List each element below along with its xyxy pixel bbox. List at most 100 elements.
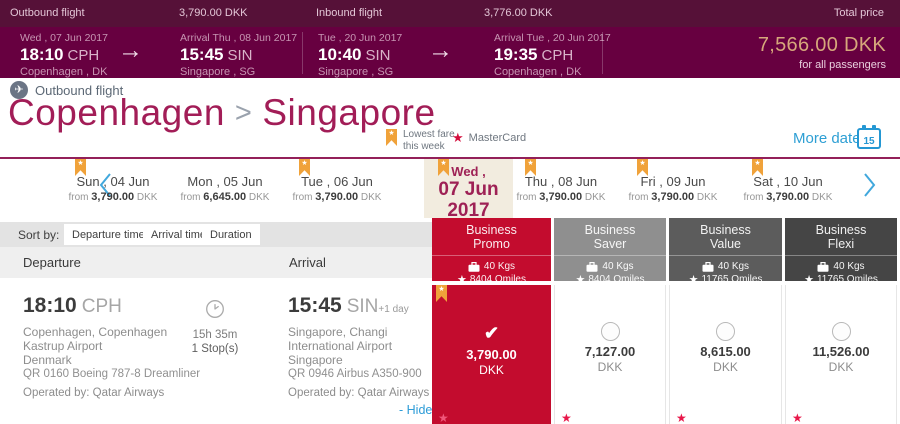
departure-column-header: Departure <box>23 255 81 270</box>
arrival-address-line: Singapore <box>288 353 343 367</box>
qmiles-amount: 8404 Qmiles <box>588 274 645 285</box>
date-tab-day: Sun , 04 Jun <box>76 174 150 189</box>
date-tab-sun-04-jun[interactable]: ★ Sun , 04 Jun from 3,790.00 DKK <box>63 159 163 218</box>
fare-cell-business-flexi[interactable]: 11,526.00 DKK ★ <box>785 285 897 424</box>
date-tab-price: 3,790.00 <box>315 191 359 203</box>
calendar-icon[interactable]: 15 <box>857 125 881 149</box>
section-label-text: Outbound flight <box>35 82 124 98</box>
date-tab-price: 6,645.00 <box>203 191 247 203</box>
arrow-right-icon: → <box>428 36 453 64</box>
lowest-fare-ribbon-icon: ★ <box>75 159 86 176</box>
baggage-icon <box>468 261 480 272</box>
outbound-plane-icon: ✈ <box>10 81 28 99</box>
legend-lowest-fare: ★ Lowest fare this week <box>386 129 455 153</box>
route-heading: Copenhagen > Singapore <box>8 92 436 134</box>
more-dates-link[interactable]: More dates <box>793 130 869 147</box>
qmiles-star-icon: ★ <box>688 274 699 286</box>
mastercard-label: MasterCard <box>468 132 527 144</box>
date-tab-date: 07 Jun 2017 <box>438 179 499 221</box>
outbound-flight-section-label: ✈ Outbound flight <box>10 81 123 99</box>
inbound-departure-summary: Tue , 20 Jun 2017 10:40 SIN Singapore , S… <box>318 32 403 78</box>
arrival-address-line: Singapore, Changi <box>288 325 388 339</box>
date-tab-thu-08-jun[interactable]: ★ Thu , 08 Jun from 3,790.00 DKK <box>513 159 609 218</box>
divider <box>602 32 603 74</box>
date-tab-day: Wed , <box>451 164 486 179</box>
date-tab-price: 3,790.00 <box>651 191 695 203</box>
arrival-airport-code: SIN <box>346 296 379 317</box>
total-price-note: for all passengers <box>799 59 886 71</box>
date-tab-day: Sat , 10 Jun <box>753 174 823 189</box>
fare-header-business-promo: Business Promo 40 Kgs ★ 8404 Qmiles <box>432 218 551 286</box>
sort-by-label: Sort by: <box>18 228 60 242</box>
total-price: 7,566.00 DKK for all passengers <box>758 34 886 71</box>
date-tab-day: Mon , 05 Jun <box>187 174 263 189</box>
prev-dates-chevron[interactable] <box>98 172 113 203</box>
fare-radio-button[interactable] <box>716 322 735 341</box>
fare-currency: DKK <box>828 360 854 374</box>
date-tab-mon-05-jun[interactable]: Mon , 05 Jun from 6,645.00 DKK <box>175 159 275 218</box>
next-dates-chevron[interactable] <box>862 172 877 203</box>
fare-cell-business-value[interactable]: 8,615.00 DKK ★ <box>669 285 782 424</box>
baggage-icon <box>817 261 829 272</box>
mastercard-fare-star-icon: ★ <box>438 411 449 424</box>
inbound-arrival-summary: Arrival Tue , 20 Jun 2017 19:35 CPH Copen… <box>494 32 611 78</box>
divider <box>302 32 303 74</box>
fare-price: 7,127.00 <box>584 344 636 359</box>
date-tab-day: Fri , 09 Jun <box>640 174 706 189</box>
calendar-day-number: 15 <box>863 136 875 147</box>
outbound-flight-label: Outbound flight <box>10 7 85 19</box>
fare-radio-button[interactable] <box>831 322 851 341</box>
baggage-allowance: 40 Kgs <box>483 261 516 272</box>
fare-cell-business-saver[interactable]: 7,127.00 DKK ★ <box>554 285 666 424</box>
date-tab-price: 3,790.00 <box>539 191 583 203</box>
baggage-allowance: 40 Kgs <box>602 261 634 272</box>
flight-departure-details: 18:10 CPH Copenhagen, Copenhagen Kastrup … <box>23 294 200 399</box>
flight-duration-info: 15h 35m 1 Stop(s) <box>181 299 249 355</box>
flight-summary-band: Wed , 07 Jun 2017 18:10 CPH Copenhagen , … <box>0 27 900 78</box>
qmiles-amount: 11765 Qmiles <box>701 274 763 285</box>
departure-time: 18:10 <box>23 294 77 317</box>
date-tab-tue-06-jun[interactable]: ★ Tue , 06 Jun from 3,790.00 DKK <box>287 159 387 218</box>
date-tab-wed-07-jun-selected[interactable]: ★ Wed , 07 Jun 2017 from 3,790.00 DKK <box>424 159 513 236</box>
fare-price: 8,615.00 <box>700 344 751 359</box>
date-tab-day: Tue , 06 Jun <box>301 174 373 189</box>
sort-arrival-time-button[interactable]: Arrival time <box>143 224 215 245</box>
mastercard-fare-star-icon: ★ <box>792 411 803 424</box>
baggage-allowance: 40 Kgs <box>833 261 865 272</box>
legend-lowest-line1: Lowest fare <box>403 129 455 140</box>
qmiles-star-icon: ★ <box>575 274 586 286</box>
lowest-fare-ribbon-icon: ★ <box>436 285 447 302</box>
qmiles-amount: 8404 Qmiles <box>469 274 526 285</box>
date-tab-price: 3,790.00 <box>766 191 810 203</box>
arrow-right-icon: → <box>118 36 143 64</box>
date-tab-sat-10-jun[interactable]: ★ Sat , 10 Jun from 3,790.00 DKK <box>740 159 836 218</box>
fare-radio-button[interactable] <box>600 322 620 341</box>
fare-cell-business-promo-selected[interactable]: ★ ✔ 3,790.00 DKK ★ <box>432 285 551 424</box>
fare-header-business-flexi: Business Flexi 40 Kgs ★ 11765 Qmiles <box>785 218 897 286</box>
qmiles-star-icon: ★ <box>456 274 467 286</box>
summary-labels-bar: Outbound flight 3,790.00 DKK Inbound fli… <box>0 0 900 27</box>
sort-departure-time-button[interactable]: Departure time <box>64 224 153 245</box>
sort-bar: Sort by: Departure time Arrival time Dur… <box>0 222 432 247</box>
departure-address-line: Copenhagen, Copenhagen <box>23 325 168 339</box>
fare-currency: DKK <box>597 360 623 374</box>
fare-price: 3,790.00 <box>466 347 517 362</box>
outbound-departure-summary: Wed , 07 Jun 2017 18:10 CPH Copenhagen , … <box>20 32 108 78</box>
sort-duration-button[interactable]: Duration <box>202 224 260 245</box>
total-price-amount: 7,566.00 DKK <box>757 34 886 56</box>
departure-address-line: Kastrup Airport <box>23 339 103 353</box>
flight-stops: 1 Stop(s) <box>191 343 239 355</box>
lowest-fare-ribbon-icon: ★ <box>525 159 536 176</box>
fare-currency: DKK <box>479 363 504 377</box>
departure-flight-equipment: QR 0160 Boeing 787-8 Dreamliner <box>23 368 201 380</box>
date-tab-day: Thu , 08 Jun <box>524 174 598 189</box>
destination-city: Singapore <box>262 92 436 133</box>
departure-operated-by: Operated by: Qatar Airways <box>23 387 165 399</box>
qmiles-amount: 11765 Qmiles <box>816 274 878 285</box>
date-tab-fri-09-jun[interactable]: ★ Fri , 09 Jun from 3,790.00 DKK <box>625 159 721 218</box>
baggage-icon <box>586 261 598 272</box>
hide-details-link[interactable]: - Hide <box>399 403 433 417</box>
fare-currency: DKK <box>713 360 738 374</box>
baggage-allowance: 40 Kgs <box>717 261 750 272</box>
